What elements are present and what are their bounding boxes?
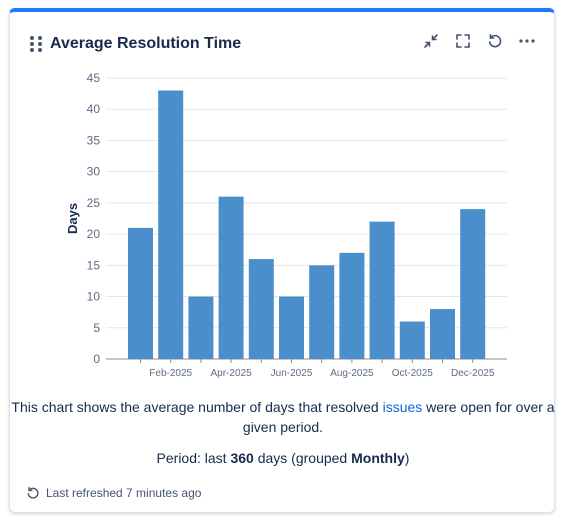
refresh-icon[interactable]: [486, 32, 504, 50]
x-tick-label: Aug-2025: [330, 368, 374, 379]
y-tick-label: 20: [87, 227, 101, 241]
bar-may-2025: [248, 259, 274, 359]
minimize-icon[interactable]: [422, 32, 440, 50]
y-tick-label: 10: [87, 290, 101, 304]
description-text-after: were open for over a given period.: [242, 399, 555, 435]
last-refreshed: Last refreshed 7 minutes ago: [26, 486, 201, 500]
period-grouping: Monthly: [351, 450, 405, 466]
bar-sep-2025: [369, 221, 395, 359]
bar-jul-2025: [309, 265, 335, 359]
bar-aug-2025: [339, 252, 365, 359]
average-resolution-time-card: Average Resolution Time 0 5 10 15 20 25 30 3: [9, 8, 555, 513]
y-tick-label: 15: [87, 258, 101, 272]
last-refreshed-text: Last refreshed 7 minutes ago: [46, 486, 202, 500]
drag-handle-icon[interactable]: [30, 36, 42, 52]
y-tick-label: 5: [93, 321, 100, 335]
description-text-before: This chart shows the average number of d…: [11, 399, 383, 415]
period-info: Period: last 360 days (grouped Monthly): [10, 450, 556, 466]
x-tick-label: Oct-2025: [392, 368, 434, 379]
y-tick-label: 0: [93, 352, 100, 366]
chart-description: This chart shows the average number of d…: [10, 397, 556, 437]
issues-link[interactable]: issues: [382, 399, 423, 415]
y-axis-label: Days: [65, 203, 80, 234]
bar-nov-2025: [430, 309, 455, 359]
period-days: 360: [230, 450, 254, 466]
x-tick-label: Feb-2025: [149, 368, 192, 379]
bar-jan-2025: [128, 227, 153, 359]
bar-chart: 0 5 10 15 20 25 30 35 40 45 Days Feb-2025 Apr-2025 Ju…: [65, 71, 507, 379]
bar-oct-2025: [399, 321, 425, 359]
widget-header: Average Resolution Time: [30, 32, 241, 56]
y-tick-label: 40: [87, 102, 101, 116]
period-prefix: Period: last: [156, 450, 231, 466]
history-icon: [27, 486, 39, 499]
x-tick-label: Dec-2025: [451, 368, 495, 379]
y-tick-label: 45: [87, 71, 101, 85]
widget-title: Average Resolution Time: [50, 35, 242, 52]
bar-apr-2025: [218, 196, 244, 359]
fullscreen-icon[interactable]: [454, 32, 472, 50]
widget-actions: [422, 32, 536, 50]
period-suffix: ): [404, 450, 410, 466]
period-middle: days (grouped: [253, 450, 352, 466]
x-tick-label: Jun-2025: [271, 368, 313, 379]
bar-jun-2025: [279, 296, 304, 359]
bar-feb-2025: [158, 90, 184, 359]
y-tick-label: 30: [87, 165, 101, 179]
y-tick-label: 25: [87, 196, 101, 210]
bar-mar-2025: [188, 296, 214, 359]
x-tick-label: Apr-2025: [211, 368, 253, 379]
y-tick-label: 35: [87, 133, 101, 147]
more-icon[interactable]: [518, 32, 536, 50]
bar-dec-2025: [460, 209, 486, 359]
